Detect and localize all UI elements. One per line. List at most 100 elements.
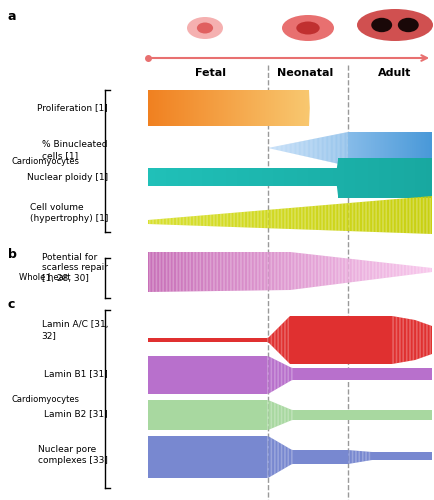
Polygon shape — [285, 319, 286, 361]
Polygon shape — [312, 316, 313, 364]
Polygon shape — [360, 316, 362, 364]
Polygon shape — [377, 368, 378, 380]
Polygon shape — [264, 356, 265, 394]
Polygon shape — [234, 338, 236, 342]
Polygon shape — [420, 322, 421, 358]
Polygon shape — [397, 158, 398, 198]
Polygon shape — [400, 318, 401, 362]
Polygon shape — [366, 260, 367, 280]
Polygon shape — [170, 356, 172, 394]
Polygon shape — [296, 90, 297, 126]
Polygon shape — [426, 132, 427, 166]
Polygon shape — [332, 257, 333, 284]
Polygon shape — [293, 142, 294, 154]
Polygon shape — [322, 368, 323, 380]
Polygon shape — [149, 220, 151, 224]
Polygon shape — [172, 168, 173, 186]
Polygon shape — [296, 410, 298, 420]
Polygon shape — [394, 264, 395, 276]
Polygon shape — [179, 252, 180, 292]
Polygon shape — [293, 168, 295, 186]
Polygon shape — [197, 168, 199, 186]
Polygon shape — [375, 262, 376, 279]
Polygon shape — [219, 90, 220, 126]
Polygon shape — [297, 90, 298, 126]
Polygon shape — [200, 400, 201, 430]
Polygon shape — [251, 400, 253, 430]
Polygon shape — [186, 400, 187, 430]
Polygon shape — [258, 400, 260, 430]
Polygon shape — [421, 322, 423, 358]
Polygon shape — [260, 356, 261, 394]
Polygon shape — [248, 212, 250, 228]
Polygon shape — [227, 400, 228, 430]
Polygon shape — [313, 206, 315, 230]
Polygon shape — [247, 338, 248, 342]
Polygon shape — [349, 368, 350, 380]
Polygon shape — [221, 214, 223, 226]
Polygon shape — [275, 90, 276, 126]
Polygon shape — [366, 368, 367, 380]
Polygon shape — [329, 168, 330, 186]
Polygon shape — [187, 168, 189, 186]
Text: b: b — [8, 248, 17, 261]
Polygon shape — [326, 168, 328, 186]
Polygon shape — [302, 254, 303, 288]
Polygon shape — [224, 436, 226, 478]
Polygon shape — [162, 168, 163, 186]
Polygon shape — [247, 90, 248, 126]
Polygon shape — [263, 252, 264, 290]
Polygon shape — [168, 218, 169, 225]
Polygon shape — [293, 208, 295, 229]
Polygon shape — [196, 90, 197, 126]
Polygon shape — [349, 203, 350, 231]
Polygon shape — [319, 410, 320, 420]
Polygon shape — [316, 255, 318, 286]
Polygon shape — [233, 436, 234, 478]
Polygon shape — [328, 316, 329, 364]
Polygon shape — [348, 410, 349, 420]
Polygon shape — [161, 356, 162, 394]
Polygon shape — [153, 252, 155, 292]
Polygon shape — [199, 436, 200, 478]
Polygon shape — [306, 316, 308, 364]
Polygon shape — [423, 452, 424, 460]
Polygon shape — [279, 362, 281, 387]
Polygon shape — [261, 356, 263, 394]
Polygon shape — [186, 216, 187, 226]
Polygon shape — [182, 217, 183, 225]
Polygon shape — [264, 210, 265, 228]
Polygon shape — [201, 436, 203, 478]
Text: Neonatal: Neonatal — [276, 68, 332, 78]
Polygon shape — [380, 132, 381, 166]
Polygon shape — [427, 132, 428, 166]
Polygon shape — [427, 368, 428, 380]
Polygon shape — [250, 90, 251, 126]
Polygon shape — [151, 220, 152, 224]
Polygon shape — [178, 252, 179, 292]
Polygon shape — [286, 408, 288, 422]
Polygon shape — [148, 168, 149, 186]
Polygon shape — [255, 168, 257, 186]
Polygon shape — [276, 328, 278, 352]
Polygon shape — [206, 400, 207, 430]
Polygon shape — [363, 260, 365, 280]
Polygon shape — [281, 168, 282, 186]
Polygon shape — [366, 158, 367, 198]
Polygon shape — [272, 439, 274, 475]
Polygon shape — [194, 252, 196, 292]
Polygon shape — [260, 252, 261, 290]
Polygon shape — [291, 368, 292, 380]
Polygon shape — [243, 338, 244, 342]
Polygon shape — [182, 252, 183, 292]
Polygon shape — [172, 338, 173, 342]
Polygon shape — [194, 436, 196, 478]
Polygon shape — [393, 316, 394, 364]
Polygon shape — [153, 436, 155, 478]
Polygon shape — [251, 252, 253, 290]
Polygon shape — [285, 365, 286, 384]
Polygon shape — [353, 158, 355, 198]
Polygon shape — [197, 436, 199, 478]
Polygon shape — [266, 90, 267, 126]
Polygon shape — [220, 338, 221, 342]
